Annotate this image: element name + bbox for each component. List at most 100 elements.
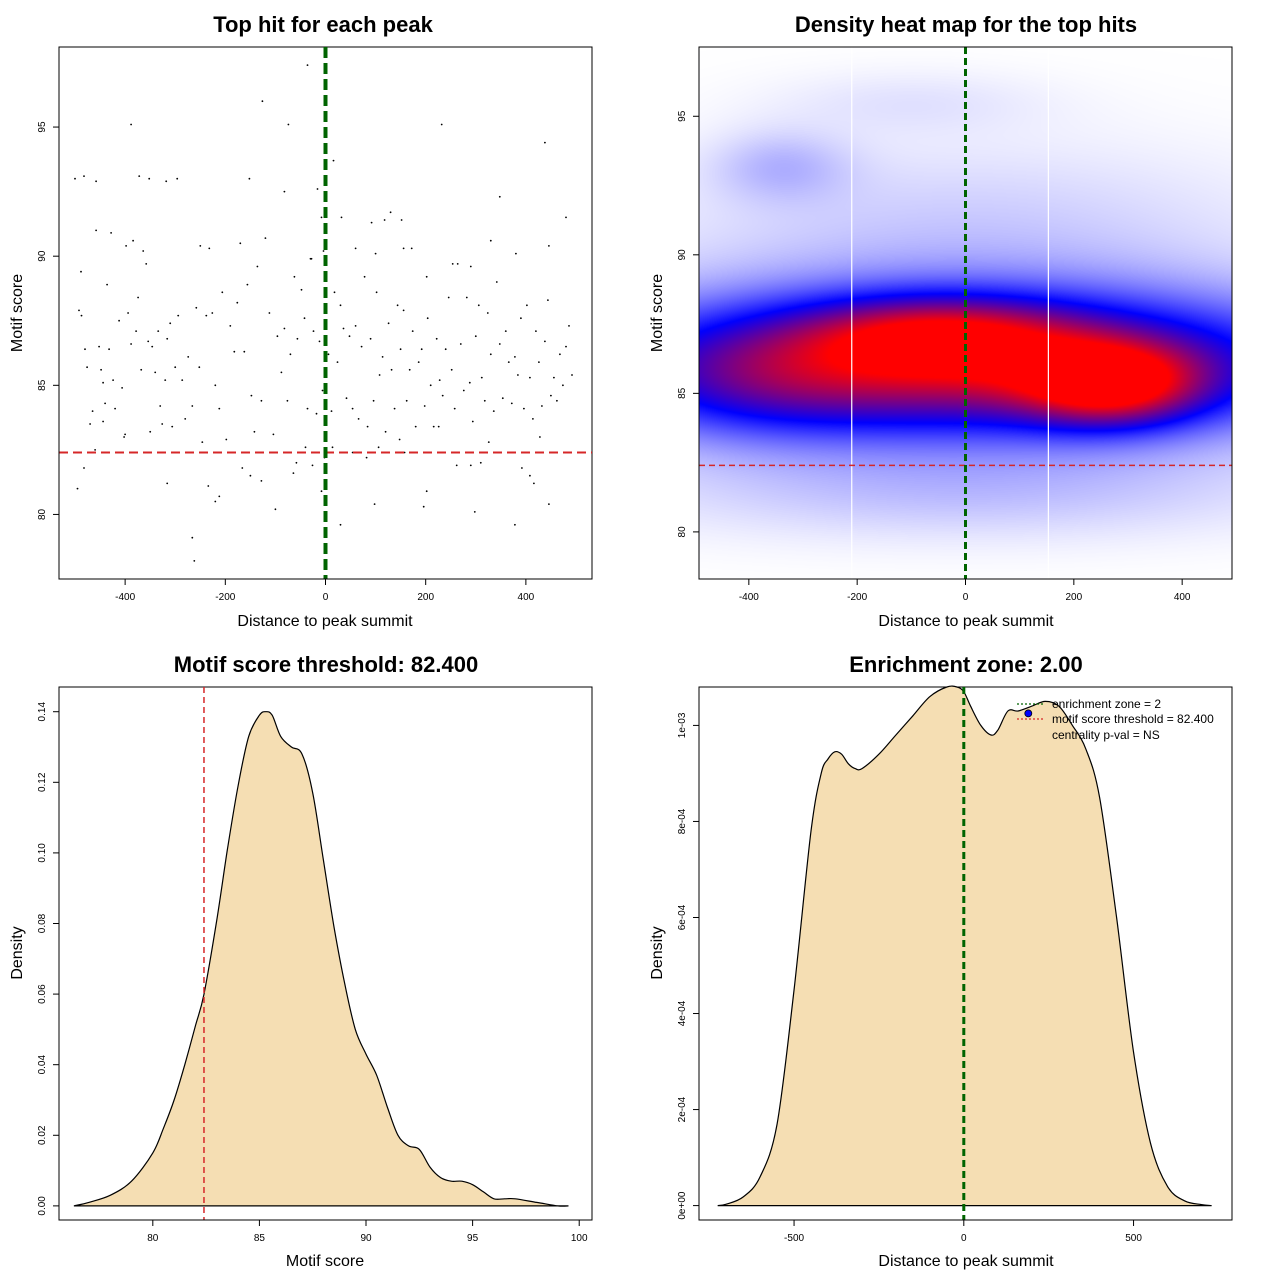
scatter-point [477,304,480,307]
scatter-point [444,348,447,351]
scatter-x-tick-label: 0 [323,592,329,603]
scatter-point [198,366,201,369]
score-density-y-ticks: 0.00 0.02 0.04 0.06 0.08 0.10 0.12 0.14 [37,702,60,1216]
scatter-point [218,495,221,498]
scatter-point [145,263,148,265]
scatter-point [296,337,299,340]
scatter-point [548,503,550,505]
scatter-point [315,412,318,415]
scatter-x-tick-label: -400 [115,592,135,603]
scatter-point [280,371,283,374]
scatter-point [363,275,366,278]
scatter-point [164,379,167,381]
scatter-point [437,425,440,428]
scatter-point [318,340,321,343]
scatter-point [360,345,363,348]
scatter-point [425,275,428,278]
scatter-point [89,423,91,425]
scatter-point [547,299,549,301]
scatter-point [169,322,172,325]
scatter-point [526,304,528,307]
scatter-point [159,405,162,407]
scatter-point [193,560,196,562]
scatter-point [501,397,504,400]
scatter-point [108,348,110,351]
scatter-point [423,405,426,407]
scatter-x-label: Distance to peak summit [237,613,413,630]
distance-density-y-tick-label: 1e-03 [677,712,688,738]
heatmap-white-lines [851,47,1049,579]
distance-density-y-tick-label: 8e-04 [677,808,688,834]
distance-density-y-tick-label: 4e-04 [677,1000,688,1026]
scatter-point [440,123,443,126]
scatter-point [521,467,523,469]
scatter-point [138,175,141,178]
scatter-point [130,343,133,345]
score-density-y-tick-label: 0.06 [37,984,48,1004]
scatter-point [322,250,325,252]
scatter-point [339,304,342,307]
distance-density-title: Enrichment zone: 2.00 [849,652,1083,677]
scatter-point [544,340,546,343]
scatter-point [345,397,348,400]
scatter-point [187,356,190,358]
score-density-y-tick-label: 0.14 [37,702,48,722]
scatter-point [553,376,555,379]
score-density-x-label: Motif score [286,1253,364,1270]
scatter-point [191,405,194,407]
scatter-point [306,407,309,410]
scatter-point [248,177,251,180]
scatter-point [333,291,336,294]
scatter-point [393,407,396,410]
scatter-point [264,237,267,240]
scatter-point [455,464,458,467]
scatter-point [468,381,471,384]
scatter-point [184,418,187,420]
scatter-point [293,275,296,278]
scatter-point [480,376,483,379]
scatter-y-ticks: 80 85 90 95 [37,121,60,520]
scatter-point [171,425,174,428]
scatter-point [535,330,537,332]
score-density-x-tick-label: 95 [467,1233,479,1244]
distance-density-x-ticks: -500 0 500 [784,1219,1142,1244]
scatter-x-tick-label: 400 [518,592,535,603]
scatter-point [208,247,211,250]
scatter-point [276,335,279,338]
scatter-point [148,177,151,180]
scatter-point [287,123,290,126]
scatter-point [283,327,286,330]
scatter-point [218,407,221,410]
scatter-point [354,325,357,327]
scatter-point [114,407,116,410]
scatter-point [260,399,263,402]
scatter-point [74,177,76,180]
scatter-point [438,379,441,381]
score-density-y-tick-label: 0.08 [37,913,48,933]
distance-density-panel: Enrichment zone: 2.00 enrichment zone = … [649,652,1233,1270]
scatter-point [102,420,104,423]
scatter-point [195,306,198,309]
distance-density-legend: enrichment zone = 2 motif score threshol… [1017,697,1214,742]
scatter-point [387,322,390,325]
scatter-point [135,330,138,332]
scatter-point [100,368,102,371]
scatter-point [432,425,435,428]
scatter-point [214,500,217,503]
scatter-point [225,438,228,441]
score-density-y-tick-label: 0.00 [37,1196,48,1216]
scatter-point [520,317,522,320]
scatter-point [571,374,573,376]
scatter-point [489,239,492,242]
score-density-y-tick-label: 0.12 [37,772,48,792]
heatmap-panel: Density heat map for the top hits -400 -2… [649,12,1233,630]
scatter-point [541,405,543,407]
scatter-point [110,232,112,234]
score-density-x-tick-label: 100 [571,1233,588,1244]
distance-density-x-label: Distance to peak summit [878,1253,1054,1270]
scatter-point [486,312,489,314]
scatter-point [214,384,217,387]
scatter-point [256,265,259,268]
heatmap-x-tick-label: 0 [963,592,969,603]
scatter-point [514,523,516,526]
